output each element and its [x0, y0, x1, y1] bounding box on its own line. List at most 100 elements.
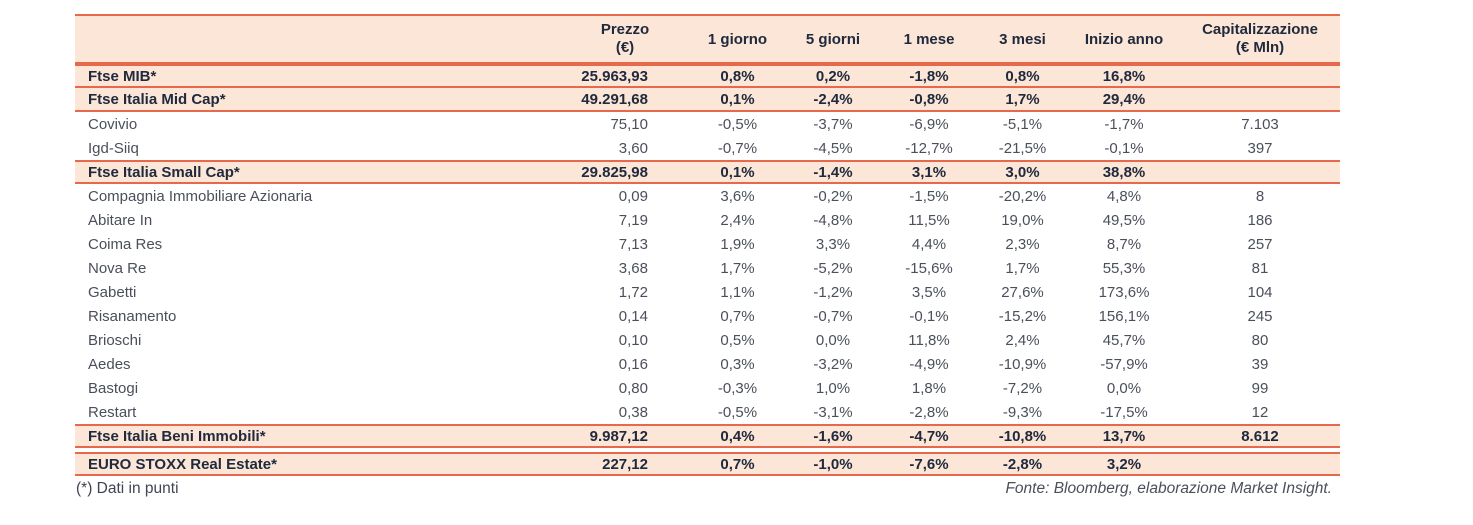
market-table: Prezzo (€) 1 giorno 5 giorni 1 mese 3 me…: [75, 14, 1340, 498]
cell-3-mesi: -10,9%: [998, 355, 1047, 373]
cell-prezzo: 75,10: [610, 115, 648, 133]
cell-1-mese: 11,5%: [908, 211, 950, 229]
cell-prezzo: 29.825,98: [581, 163, 648, 181]
cell-3-mesi: -20,2%: [998, 187, 1047, 205]
cell-name: Bastogi: [88, 379, 139, 397]
cell-prezzo: 0,16: [618, 355, 648, 373]
cell-3-mesi: -9,3%: [1002, 403, 1043, 421]
cell-5-giorni: -0,2%: [813, 187, 853, 205]
cell-1-giorno: -0,7%: [717, 139, 758, 157]
cell-1-giorno: 1,1%: [720, 283, 755, 301]
cell-5-giorni: -1,2%: [813, 283, 853, 301]
cell-name: Ftse Italia Beni Immobili*: [88, 427, 266, 445]
cell-3-mesi: 1,7%: [1005, 90, 1040, 108]
cell-3-mesi: 19,0%: [1001, 211, 1044, 229]
cell-name: Ftse Italia Mid Cap*: [88, 90, 226, 108]
cell-5-giorni: -1,0%: [813, 455, 853, 473]
cell-5-giorni: -5,2%: [813, 259, 853, 277]
cell-5-giorni: 0,2%: [815, 67, 851, 85]
cell-prezzo: 0,09: [618, 187, 648, 205]
table-row-index: Ftse Italia Mid Cap* 49.291,68 0,1% -2,4% -0…: [75, 88, 1340, 112]
cell-name: Nova Re: [88, 259, 147, 277]
cell-prezzo: 0,14: [618, 307, 648, 325]
table-row: Brioschi 0,10 0,5% 0,0% 11,8% 2,4% 45,7% 80: [75, 328, 1340, 352]
cell-prezzo: 3,68: [618, 259, 648, 277]
cell-3-mesi: 2,4%: [1005, 331, 1040, 349]
cell-3-mesi: -21,5%: [998, 139, 1047, 157]
cell-3-mesi: 0,8%: [1005, 67, 1040, 85]
cell-name: Ftse Italia Small Cap*: [88, 163, 240, 181]
cell-prezzo: 9.987,12: [589, 427, 648, 445]
cell-name: Igd-Siiq: [88, 139, 139, 157]
cell-prezzo: 0,10: [618, 331, 648, 349]
cell-capitalizzazione: 8.612: [1241, 427, 1279, 445]
cell-1-giorno: 0,4%: [720, 427, 755, 445]
cell-5-giorni: -4,5%: [813, 139, 853, 157]
cell-capitalizzazione: 12: [1251, 403, 1269, 421]
cell-inizio-anno: 4,8%: [1106, 187, 1142, 205]
cell-inizio-anno: 55,3%: [1102, 259, 1146, 277]
table-row-index: Ftse MIB* 25.963,93 0,8% 0,2% -1,8% 0,8% 16,8%: [75, 64, 1340, 88]
cell-1-mese: -1,5%: [909, 187, 949, 205]
cell-prezzo: 227,12: [602, 455, 648, 473]
cell-inizio-anno: 173,6%: [1098, 283, 1150, 301]
cell-1-giorno: 0,3%: [720, 355, 755, 373]
cell-1-giorno: 0,1%: [720, 163, 755, 181]
cell-1-mese: -1,8%: [909, 67, 949, 85]
cell-1-mese: 3,5%: [911, 283, 947, 301]
table-row: Nova Re 3,68 1,7% -5,2% -15,6% 1,7% 55,3% 81: [75, 256, 1340, 280]
cell-inizio-anno: 0,0%: [1106, 379, 1142, 397]
cell-name: Coima Res: [88, 235, 163, 253]
cell-1-mese: -0,1%: [909, 307, 949, 325]
cell-1-mese: -12,7%: [905, 139, 953, 157]
cell-1-giorno: 0,7%: [720, 307, 755, 325]
cell-1-giorno: 0,1%: [720, 90, 755, 108]
cell-1-mese: -0,8%: [909, 90, 949, 108]
cell-5-giorni: 0,0%: [815, 331, 851, 349]
cell-prezzo: 3,60: [618, 139, 648, 157]
header-1-mese: 1 mese: [903, 30, 955, 48]
cell-name: Restart: [88, 403, 137, 421]
cell-5-giorni: -2,4%: [813, 90, 853, 108]
cell-5-giorni: -1,4%: [813, 163, 853, 181]
cell-5-giorni: -0,7%: [813, 307, 853, 325]
cell-3-mesi: 2,3%: [1005, 235, 1040, 253]
cell-inizio-anno: 3,2%: [1106, 455, 1142, 473]
cell-prezzo: 49.291,68: [581, 90, 648, 108]
table-body: Ftse MIB* 25.963,93 0,8% 0,2% -1,8% 0,8% 16,8%…: [75, 64, 1340, 476]
table-row-index: Ftse Italia Small Cap* 29.825,98 0,1% -1,4%…: [75, 160, 1340, 184]
cell-1-mese: 3,1%: [911, 163, 947, 181]
cell-1-mese: -6,9%: [909, 115, 949, 133]
cell-5-giorni: 1,0%: [815, 379, 851, 397]
cell-3-mesi: -15,2%: [998, 307, 1047, 325]
cell-name: Brioschi: [88, 331, 142, 349]
table-footer: (*) Dati in punti Fonte: Bloomberg, elab…: [75, 480, 1340, 498]
cell-name: Ftse MIB*: [88, 67, 157, 85]
table-row: Aedes 0,16 0,3% -3,2% -4,9% -10,9% -57,9% 39: [75, 352, 1340, 376]
cell-capitalizzazione: 186: [1247, 211, 1273, 229]
cell-prezzo: 7,19: [618, 211, 648, 229]
header-5-giorni: 5 giorni: [805, 30, 861, 48]
cell-5-giorni: -4,8%: [813, 211, 853, 229]
cell-1-giorno: 2,4%: [720, 211, 755, 229]
table-row-index: EURO STOXX Real Estate* 227,12 0,7% -1,0% -7…: [75, 452, 1340, 476]
cell-inizio-anno: 156,1%: [1098, 307, 1150, 325]
table-row: Abitare In 7,19 2,4% -4,8% 11,5% 19,0% 49,5% 18…: [75, 208, 1340, 232]
cell-5-giorni: 3,3%: [815, 235, 851, 253]
header-inizio-anno: Inizio anno: [1084, 30, 1164, 48]
cell-1-mese: 4,4%: [911, 235, 947, 253]
cell-name: Risanamento: [88, 307, 177, 325]
cell-name: Compagnia Immobiliare Azionaria: [88, 187, 313, 205]
cell-1-mese: 1,8%: [911, 379, 947, 397]
cell-1-mese: 11,8%: [908, 331, 950, 349]
cell-1-mese: -4,9%: [909, 355, 949, 373]
cell-1-mese: -15,6%: [905, 259, 953, 277]
cell-3-mesi: -7,2%: [1002, 379, 1043, 397]
cell-1-giorno: -0,5%: [717, 403, 758, 421]
cell-prezzo: 1,72: [618, 283, 648, 301]
cell-5-giorni: -1,6%: [813, 427, 853, 445]
cell-name: EURO STOXX Real Estate*: [88, 455, 277, 473]
cell-capitalizzazione: 8: [1255, 187, 1265, 205]
cell-1-giorno: 1,9%: [720, 235, 755, 253]
cell-1-mese: -2,8%: [909, 403, 949, 421]
